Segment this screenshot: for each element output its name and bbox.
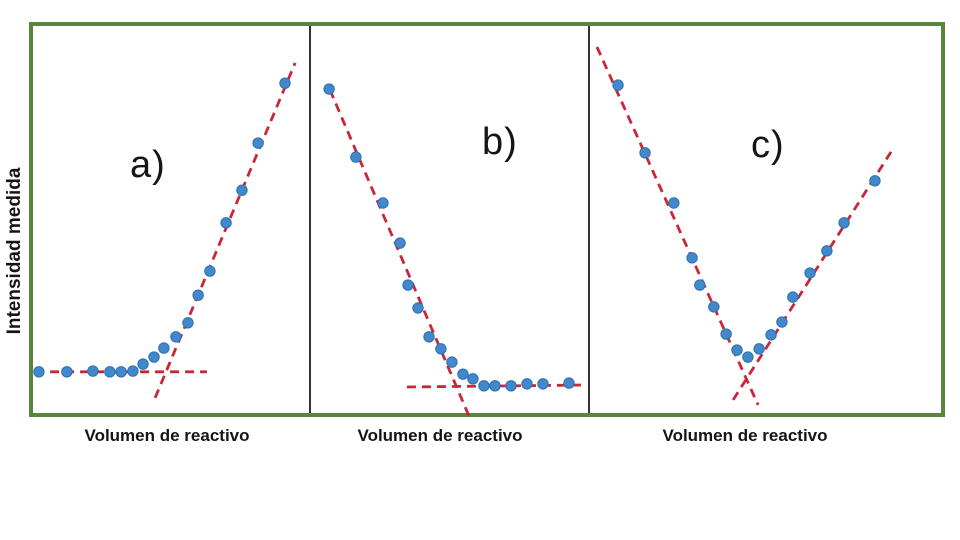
x-axis-label-c: Volumen de reactivo: [662, 426, 828, 445]
panel-divider-bc: [588, 26, 590, 413]
panel-label-c: c): [751, 124, 785, 166]
panel-label-a: a): [130, 144, 166, 186]
x-axis-label-b: Volumen de reactivo: [357, 426, 523, 445]
x-axis-label-a: Volumen de reactivo: [84, 426, 250, 445]
panel-label-b: b): [482, 121, 518, 163]
chart-frame: [29, 22, 945, 417]
panel-divider-ab: [309, 26, 311, 413]
y-axis-label: Intensidad medida: [4, 167, 25, 335]
